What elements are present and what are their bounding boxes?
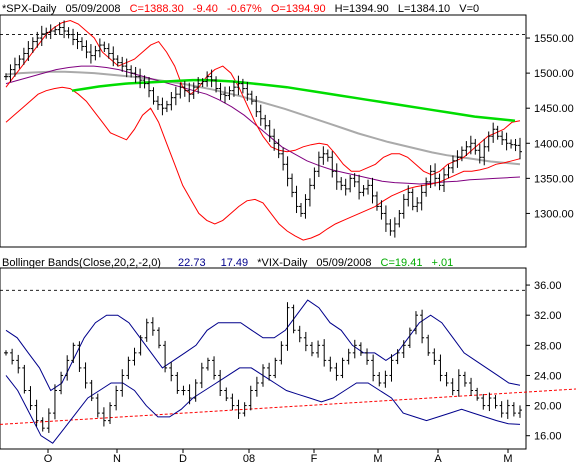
- spx-pct: -0.67%: [227, 3, 262, 15]
- x-tick-label: A: [434, 453, 442, 465]
- vix-header: Bollinger Bands(Close,20,2,-2,0) 22.73 1…: [2, 257, 453, 269]
- spx-high: H=1394.90: [335, 3, 389, 15]
- spx-ytick-label: 1400.00: [534, 138, 574, 150]
- vix-upper-band: [5, 299, 521, 392]
- spx-ytick-label: 1300.00: [534, 208, 574, 220]
- spx-ytick-label: 1500.00: [534, 68, 574, 80]
- vix-symbol: *VIX-Daily: [257, 257, 308, 269]
- vix-trendline: [0, 388, 576, 425]
- x-tick-label: 08: [243, 453, 255, 465]
- x-tick-label: N: [113, 453, 121, 465]
- vix-indicator: Bollinger Bands(Close,20,2,-2,0): [2, 257, 161, 269]
- vix-close: C=19.41: [381, 257, 423, 269]
- vix-change: +.01: [432, 257, 454, 269]
- spx-ytick-label: 1450.00: [534, 103, 574, 115]
- vix-plot-frame: [0, 267, 527, 450]
- spx-change: -9.40: [193, 3, 218, 15]
- x-tick-label: F: [311, 453, 318, 465]
- x-tick-label: D: [179, 453, 187, 465]
- vix-ytick-label: 20.00: [534, 401, 562, 413]
- x-tick-label: O: [44, 453, 53, 465]
- spx-lower-band: [5, 86, 521, 241]
- vix-ytick-label: 32.00: [534, 310, 562, 322]
- vix-ytick-label: 16.00: [534, 431, 562, 443]
- x-tick-label: M: [373, 453, 382, 465]
- axes: 1300.00 1350.00 1400.00 1450.00 1500.00 1550.…: [44, 33, 574, 465]
- spx-ma-long-line: [71, 78, 516, 123]
- vix-ytick-label: 36.00: [534, 280, 562, 292]
- spx-open: O=1394.90: [271, 3, 326, 15]
- spx-plot-frame: [0, 14, 527, 248]
- spx-upper-band: [5, 19, 521, 176]
- vix-upper-val: 22.73: [178, 257, 206, 269]
- spx-low: L=1384.10: [398, 3, 450, 15]
- spx-date: 05/09/2008: [65, 3, 120, 15]
- spx-ma-mid-line: [5, 70, 521, 166]
- spx-header: *SPX-Daily 05/09/2008 C=1388.30 -9.40 -0…: [2, 3, 479, 15]
- spx-ytick-label: 1550.00: [534, 33, 574, 45]
- spx-symbol: *SPX-Daily: [2, 3, 57, 15]
- vix-lower-val: 17.49: [221, 257, 249, 269]
- spx-volume: V=0: [459, 3, 479, 15]
- spx-close: C=1388.30: [130, 3, 184, 15]
- vix-panel: [0, 289, 576, 444]
- x-tick-label: M: [503, 453, 512, 465]
- spx-ytick-label: 1350.00: [534, 173, 574, 185]
- vix-ytick-label: 28.00: [534, 340, 562, 352]
- vix-date: 05/09/2008: [316, 257, 371, 269]
- spx-panel: [0, 19, 526, 241]
- vix-ytick-label: 24.00: [534, 370, 562, 382]
